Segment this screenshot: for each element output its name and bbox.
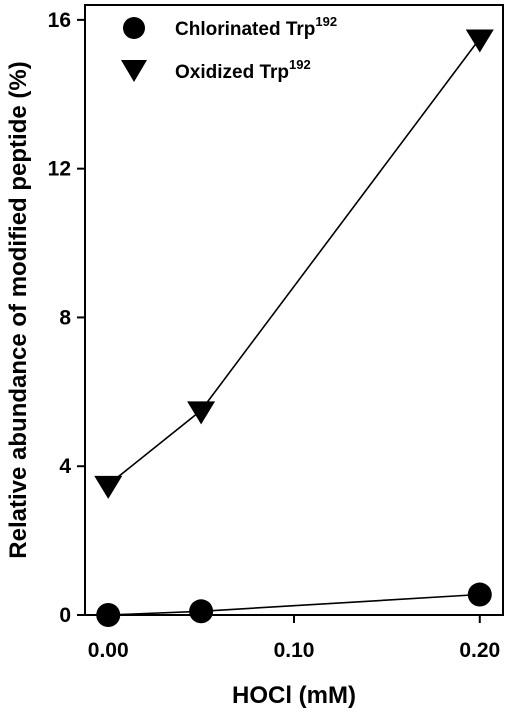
y-tick-label: 12 (48, 158, 71, 181)
x-tick-label: 0.20 (459, 639, 500, 662)
y-axis-title: Relative abundance of modified peptide (… (5, 61, 32, 558)
x-axis: 0.00 0.10 0.20 (88, 615, 500, 662)
x-tick-label: 0.00 (88, 639, 129, 662)
series-markers (94, 29, 494, 627)
series-line-0 (108, 593, 480, 616)
plot-area-border (84, 4, 504, 616)
plot-frame (84, 4, 504, 616)
data-point-triangle (465, 29, 494, 53)
data-point-triangle (187, 401, 216, 425)
y-tick-label: 16 (48, 9, 71, 32)
series-lines (107, 38, 481, 616)
x-tick-label: 0.10 (274, 639, 315, 662)
data-point-circle (96, 603, 121, 627)
x-axis-title: HOCl (mM) (232, 682, 356, 709)
legend-label-oxidized-name: Oxidized Trp (175, 62, 289, 83)
legend-label-oxidized-sup: 192 (289, 57, 311, 72)
legend-marker-oxidized (121, 60, 147, 82)
series-line-1 (107, 38, 481, 486)
legend-label-chlorinated: Chlorinated Trp192 (175, 14, 337, 40)
legend-label-chlorinated-sup: 192 (315, 14, 337, 29)
legend-label-oxidized: Oxidized Trp192 (175, 57, 311, 83)
data-point-triangle (94, 475, 123, 499)
data-point-circle (467, 582, 492, 607)
y-axis: 0 4 8 12 16 (48, 9, 85, 627)
y-tick-label: 4 (59, 455, 71, 478)
y-tick-label: 8 (59, 306, 71, 329)
data-point-circle (189, 599, 214, 624)
legend: Chlorinated Trp192 Oxidized Trp192 (121, 14, 337, 83)
y-tick-label: 0 (59, 604, 71, 627)
legend-label-chlorinated-name: Chlorinated Trp (175, 19, 315, 40)
legend-marker-chlorinated (123, 17, 145, 39)
